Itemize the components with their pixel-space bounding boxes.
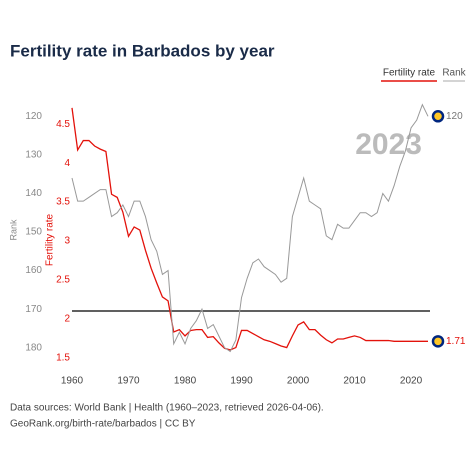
series-line xyxy=(71,107,428,351)
y-tick-label: 1.5 xyxy=(56,352,70,363)
y2-tick-label: 120 xyxy=(25,111,42,122)
y-tick-label: 4.5 xyxy=(56,119,70,130)
chart-title: Fertility rate in Barbados by year xyxy=(10,41,275,60)
x-tick-label: 1970 xyxy=(117,376,140,387)
y-axis-label: Fertility rate xyxy=(45,213,56,266)
end-label: 1.71 xyxy=(446,336,466,347)
end-flag xyxy=(431,335,445,348)
y2-tick-label: 180 xyxy=(25,342,42,353)
y2-tick-label: 130 xyxy=(25,149,42,160)
y-tick-label: 3.5 xyxy=(56,197,70,208)
y-tick-label: 3 xyxy=(64,236,70,247)
legend-item[interactable]: Fertility rate xyxy=(383,68,436,79)
year-watermark: 2023 xyxy=(355,128,422,161)
y2-tick-label: 140 xyxy=(25,188,42,199)
end-label: 120 xyxy=(446,111,463,122)
footer-text: GeoRank.org/birth-rate/barbados | CC BY xyxy=(10,419,196,430)
legend-item[interactable]: Rank xyxy=(442,68,466,79)
y-tick-label: 2 xyxy=(64,313,70,324)
y2-tick-label: 170 xyxy=(25,304,42,315)
x-tick-label: 2010 xyxy=(343,376,366,387)
footer-text: Data sources: World Bank | Health (1960–… xyxy=(10,403,324,414)
y-tick-label: 4 xyxy=(64,158,70,169)
x-tick-label: 1960 xyxy=(61,376,84,387)
end-flag xyxy=(431,110,445,123)
y2-axis-label: Rank xyxy=(8,219,18,241)
y-tick-label: 2.5 xyxy=(56,274,70,285)
x-tick-label: 1990 xyxy=(230,376,253,387)
y2-tick-label: 160 xyxy=(25,265,42,276)
x-tick-label: 2000 xyxy=(287,376,310,387)
x-tick-label: 1980 xyxy=(174,376,197,387)
series-line xyxy=(71,103,429,353)
y2-tick-label: 150 xyxy=(25,227,42,238)
x-tick-label: 2020 xyxy=(400,376,423,387)
